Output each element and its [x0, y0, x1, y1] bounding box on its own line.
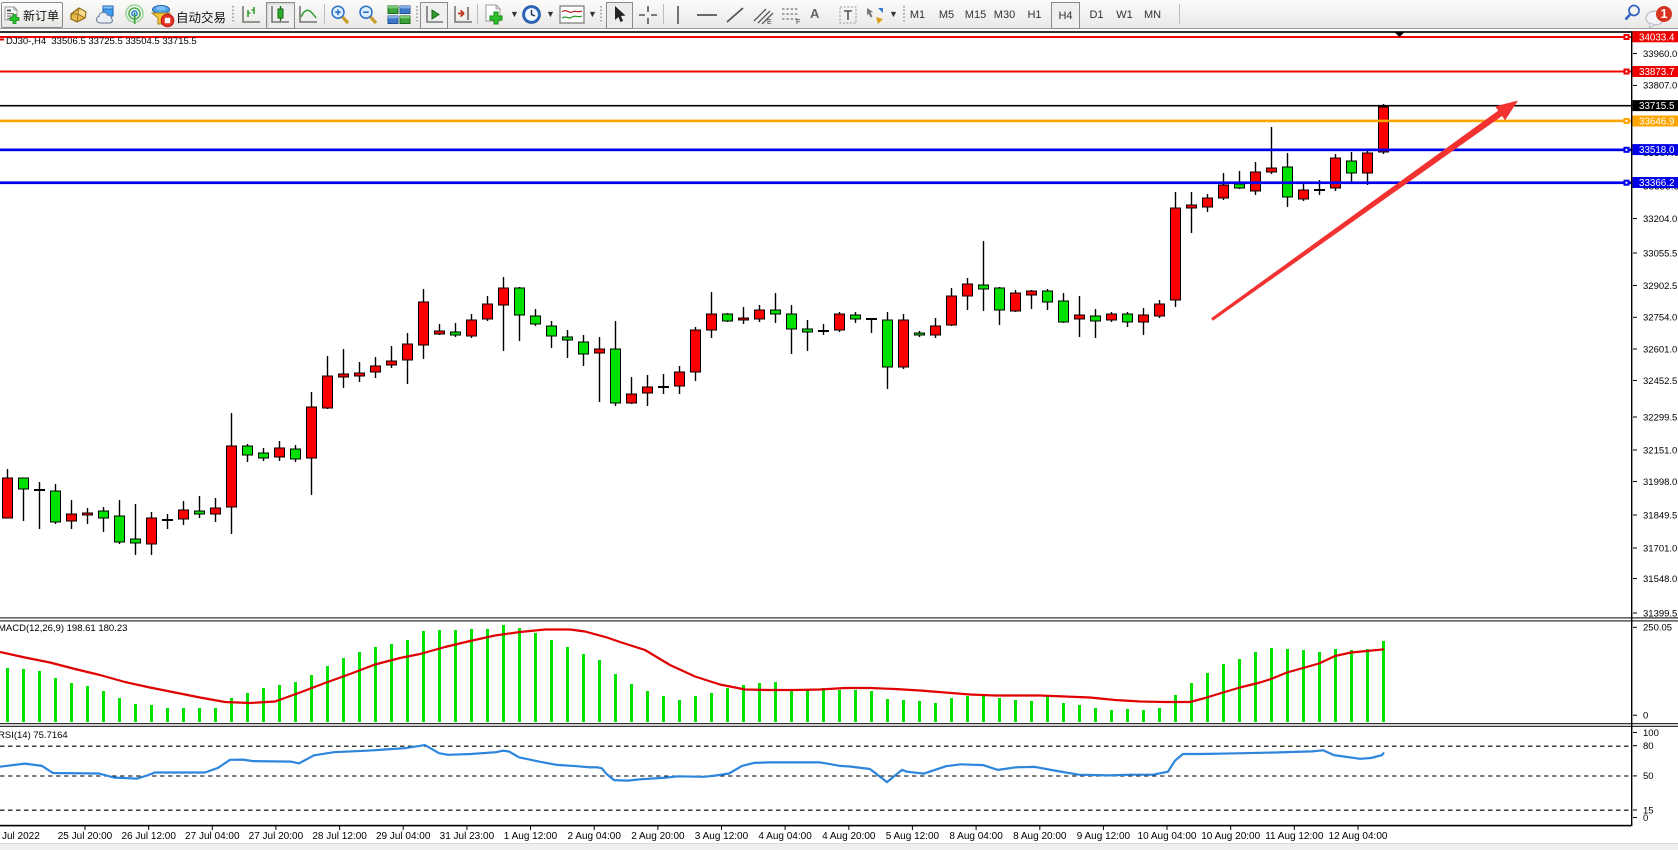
svg-text:RSI(14) 75.7164: RSI(14) 75.7164 — [0, 730, 68, 741]
svg-text:8 Aug 04:00: 8 Aug 04:00 — [949, 831, 1003, 842]
svg-text:2 Aug 20:00: 2 Aug 20:00 — [631, 831, 685, 842]
svg-text:33646.9: 33646.9 — [1639, 117, 1674, 128]
svg-text:33204.0: 33204.0 — [1643, 214, 1677, 225]
svg-text:32902.5: 32902.5 — [1643, 281, 1677, 292]
svg-text:32452.5: 32452.5 — [1643, 376, 1677, 387]
svg-text:4 Aug 04:00: 4 Aug 04:00 — [758, 831, 812, 842]
svg-text:3 Aug 12:00: 3 Aug 12:00 — [695, 831, 749, 842]
svg-text:33807.0: 33807.0 — [1643, 81, 1677, 92]
svg-text:0: 0 — [1643, 813, 1648, 824]
svg-text:33873.7: 33873.7 — [1639, 67, 1674, 78]
svg-text:32151.0: 32151.0 — [1643, 445, 1677, 456]
svg-text:33518.0: 33518.0 — [1639, 145, 1675, 156]
svg-text:32601.0: 32601.0 — [1643, 344, 1677, 355]
svg-text:33366.2: 33366.2 — [1639, 178, 1674, 189]
svg-text:10 Aug 04:00: 10 Aug 04:00 — [1138, 831, 1197, 842]
svg-text:1 Aug 12:00: 1 Aug 12:00 — [504, 831, 558, 842]
svg-text:34033.4: 34033.4 — [1639, 32, 1675, 43]
svg-text:33715.5: 33715.5 — [1639, 101, 1675, 112]
svg-text:250.05: 250.05 — [1643, 623, 1672, 634]
svg-text:MACD(12,26,9) 198.61 180.23: MACD(12,26,9) 198.61 180.23 — [0, 623, 127, 634]
svg-text:5 Aug 12:00: 5 Aug 12:00 — [886, 831, 940, 842]
svg-text:8 Aug 20:00: 8 Aug 20:00 — [1013, 831, 1067, 842]
svg-text:27 Jul 04:00: 27 Jul 04:00 — [185, 831, 240, 842]
svg-text:100: 100 — [1643, 728, 1659, 739]
svg-text:31399.5: 31399.5 — [1643, 608, 1677, 619]
svg-text:Jul 2022: Jul 2022 — [2, 831, 40, 842]
svg-text:31 Jul 23:00: 31 Jul 23:00 — [440, 831, 495, 842]
svg-text:11 Aug 12:00: 11 Aug 12:00 — [1265, 831, 1324, 842]
svg-text:0: 0 — [1643, 711, 1648, 722]
svg-text:80: 80 — [1643, 741, 1654, 752]
svg-text:26 Jul 12:00: 26 Jul 12:00 — [121, 831, 176, 842]
svg-text:10 Aug 20:00: 10 Aug 20:00 — [1201, 831, 1260, 842]
svg-text:31548.0: 31548.0 — [1643, 574, 1677, 585]
svg-text:9 Aug 12:00: 9 Aug 12:00 — [1077, 831, 1131, 842]
svg-text:33960.0: 33960.0 — [1643, 49, 1677, 60]
svg-text:31849.5: 31849.5 — [1643, 510, 1677, 521]
svg-text:31701.0: 31701.0 — [1643, 543, 1677, 554]
svg-text:28 Jul 12:00: 28 Jul 12:00 — [312, 831, 367, 842]
svg-text:25 Jul 20:00: 25 Jul 20:00 — [58, 831, 113, 842]
svg-text:50: 50 — [1643, 771, 1654, 782]
svg-text:27 Jul 20:00: 27 Jul 20:00 — [249, 831, 304, 842]
svg-text:4 Aug 20:00: 4 Aug 20:00 — [822, 831, 876, 842]
svg-text:DJ30-,H4 33506.5 33725.5 3350: DJ30-,H4 33506.5 33725.5 33504.5 33715.5 — [6, 36, 197, 47]
svg-text:29 Jul 04:00: 29 Jul 04:00 — [376, 831, 431, 842]
svg-text:31998.0: 31998.0 — [1643, 477, 1677, 488]
svg-text:12 Aug 04:00: 12 Aug 04:00 — [1329, 831, 1388, 842]
svg-text:33055.5: 33055.5 — [1643, 248, 1677, 259]
svg-text:2 Aug 04:00: 2 Aug 04:00 — [568, 831, 622, 842]
svg-text:32754.0: 32754.0 — [1643, 313, 1677, 324]
svg-text:32299.5: 32299.5 — [1643, 412, 1677, 423]
